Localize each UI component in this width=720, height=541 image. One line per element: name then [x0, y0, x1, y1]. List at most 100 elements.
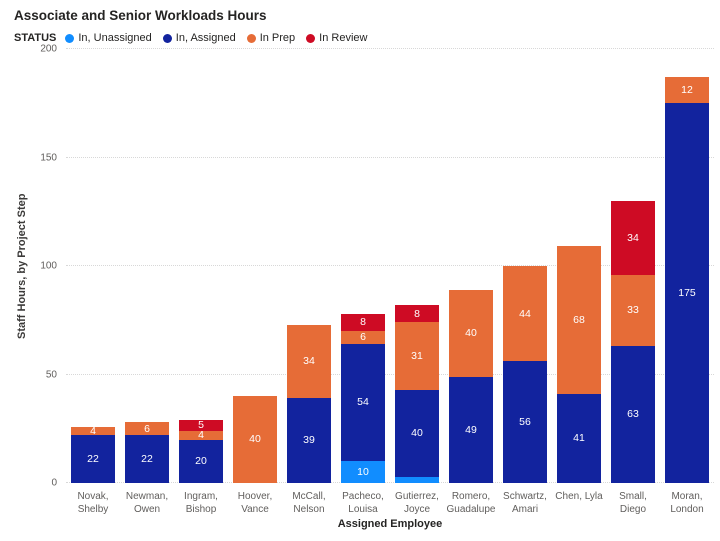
bar-segment[interactable]: 6	[125, 422, 169, 436]
bar-segment[interactable]: 4	[71, 424, 115, 437]
bar-segment-label: 63	[627, 408, 639, 421]
x-tick-label: Newman, Owen	[125, 491, 169, 515]
bar-segment-label: 20	[195, 455, 207, 468]
y-tick-label: 0	[51, 477, 57, 489]
bar-segment-label: 8	[360, 316, 366, 329]
x-axis: Novak, Shelby Newman, Owen Ingram, Bishop H…	[66, 483, 714, 516]
gridline	[66, 373, 714, 375]
bar-segment[interactable]: 10	[341, 461, 385, 483]
x-tick-label: Ingram, Bishop	[184, 491, 218, 515]
bar-column: 34 39	[282, 49, 336, 483]
x-tick-label: McCall, Nelson	[292, 491, 326, 515]
bar-segment-label: 40	[249, 433, 261, 446]
stacked-bar: 8 6 54 10	[341, 49, 385, 483]
bar-column: 6 22	[120, 49, 174, 483]
bar-segment[interactable]: 40	[233, 396, 277, 483]
legend-item-1[interactable]: In, Unassigned	[65, 32, 152, 44]
bar-segment[interactable]: 20	[179, 439, 223, 483]
legend-color-dot	[306, 33, 316, 43]
bar-segment[interactable]: 31	[395, 322, 439, 390]
bar-segment[interactable]: 175	[665, 103, 709, 483]
bar-segment[interactable]: 54	[341, 344, 385, 462]
bar-segment[interactable]: 6	[341, 331, 385, 345]
gridline	[66, 156, 714, 158]
legend-item-2[interactable]: In, Assigned	[162, 32, 236, 44]
bar-column: 40	[228, 49, 282, 483]
bar-segment-label: 10	[357, 465, 369, 478]
bar-segment-label: 39	[303, 434, 315, 447]
bar-segment[interactable]: 56	[503, 361, 547, 483]
bar-segment[interactable]: 22	[71, 435, 115, 483]
bar-segment[interactable]: 49	[449, 376, 493, 483]
bar-column: 44 56	[498, 49, 552, 483]
bar-segment[interactable]: 8	[341, 313, 385, 332]
bar-segment[interactable]: 22	[125, 435, 169, 483]
bar-segment[interactable]: 44	[503, 266, 547, 362]
legend-item-4[interactable]: In Review	[306, 32, 367, 44]
bar-segment-label: 175	[678, 286, 696, 299]
bar-column: 4 22	[66, 49, 120, 483]
bar-column: 40 49	[444, 49, 498, 483]
legend-color-dot	[246, 33, 256, 43]
gridline	[66, 48, 714, 49]
bar-segment[interactable]: 63	[611, 346, 655, 483]
gridline	[66, 482, 714, 483]
bar-segment[interactable]: 33	[611, 274, 655, 347]
gridline	[66, 265, 714, 266]
y-tick-label: 150	[40, 152, 57, 163]
bar-segment-label: 56	[519, 415, 531, 428]
bar-segment[interactable]: 5	[179, 420, 223, 431]
stacked-bar: 8 31 40	[395, 49, 439, 483]
stacked-bar: 40 49	[449, 49, 493, 483]
bar-segment[interactable]: 12	[665, 77, 709, 104]
bar-segment-label: 8	[414, 307, 420, 320]
bar-segment-label: 54	[357, 396, 369, 409]
bar-segment-label: 12	[681, 83, 693, 96]
y-tick-label: 100	[40, 260, 57, 272]
bar-segment[interactable]: 40	[449, 289, 493, 377]
stacked-bar: 34 39	[287, 49, 331, 483]
bar-column: 12 175	[660, 49, 714, 483]
y-tick-label: 200	[40, 43, 57, 55]
bar-segment[interactable]: 41	[557, 394, 601, 483]
bar-segment-label: 34	[627, 231, 639, 244]
legend-item-label: In Prep	[259, 32, 296, 44]
bar-segment-label: 31	[411, 349, 423, 362]
legend-item-label: In, Unassigned	[78, 32, 152, 44]
bar-segment-label: 40	[411, 426, 423, 439]
bar-column: 5 4 20	[174, 49, 228, 483]
stacked-bar: 68 41	[557, 49, 601, 483]
bar-segment[interactable]: 68	[557, 246, 601, 395]
stacked-bar-chart: Staff Hours, by Project Step 0 50 100 150 20…	[14, 44, 714, 530]
stacked-bar: 34 33 63	[611, 49, 655, 483]
x-axis-title: Assigned Employee	[337, 518, 443, 530]
bar-segment-label: 4	[198, 429, 204, 442]
x-tick-label: Gutierrez, Joyce	[395, 491, 439, 515]
x-tick-label: Pacheco, Louisa	[342, 491, 384, 515]
stacked-bar: 40	[233, 49, 277, 483]
bar-segment-label: 44	[519, 307, 531, 320]
bar-column: 8 6 54 10	[336, 49, 390, 483]
x-tick-label: Romero, Guadalupe	[446, 491, 496, 515]
bar-segment[interactable]: 4	[179, 429, 223, 442]
stacked-bar: 44 56	[503, 49, 547, 483]
stacked-bar: 4 22	[71, 49, 115, 483]
x-tick-label: Novak, Shelby	[77, 491, 109, 515]
legend-title: STATUS	[14, 32, 57, 44]
bar-column: 68 41	[552, 49, 606, 483]
bar-segment-label: 40	[465, 327, 477, 340]
bar-segment[interactable]	[395, 476, 439, 483]
y-axis: 0 50 100 150 200	[30, 44, 66, 489]
x-tick-label: Moran, London	[670, 491, 704, 515]
bar-segment[interactable]: 34	[611, 200, 655, 275]
bar-segment[interactable]: 40	[395, 389, 439, 477]
bar-segment[interactable]: 39	[287, 398, 331, 483]
bar-segment-label: 41	[573, 432, 585, 445]
bar-segment[interactable]: 34	[287, 324, 331, 399]
legend-item-3[interactable]: In Prep	[246, 32, 296, 44]
bar-segment[interactable]: 8	[395, 305, 439, 323]
stacked-bar: 5 4 20	[179, 49, 223, 483]
bar-segment-label: 4	[90, 424, 96, 437]
legend-color-dot	[65, 33, 75, 43]
